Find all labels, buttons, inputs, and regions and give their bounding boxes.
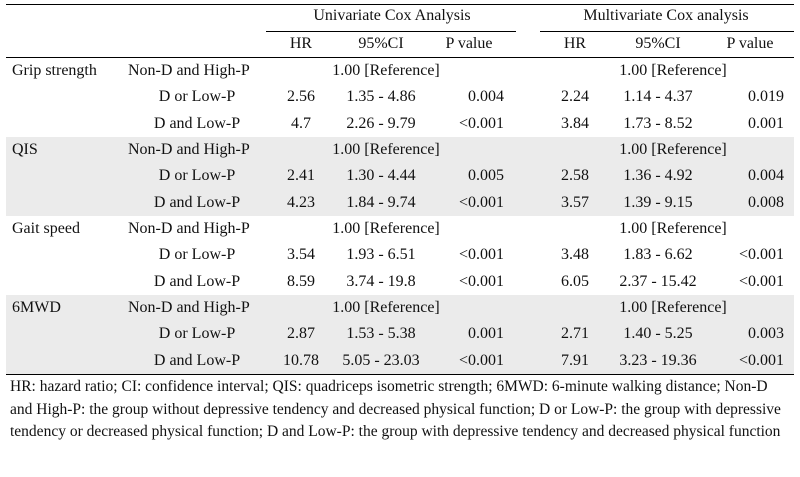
multi-hr-cell: 2.58 <box>561 167 589 184</box>
uni-p-cell: <0.001 <box>458 115 504 132</box>
group-label: Non-D and High-P <box>128 141 250 158</box>
group-label: D or Low-P <box>158 325 236 342</box>
multivariate-subrule <box>540 31 794 32</box>
group-label: Non-D and High-P <box>128 62 250 79</box>
col-header-uni-hr: HR <box>289 35 313 52</box>
uni-hr-cell: 4.23 <box>287 194 315 211</box>
uni-p-cell: <0.001 <box>458 194 504 211</box>
col-header-uni-ci: 95%CI <box>358 35 404 52</box>
uni-ci-cell: 1.84 - 9.74 <box>346 194 416 211</box>
group-label: D or Low-P <box>158 167 236 184</box>
uni-ci-cell: 1.30 - 4.44 <box>346 167 416 184</box>
uni-ci-cell: 1.35 - 4.86 <box>346 88 416 105</box>
shaded-band-6mwd <box>6 295 794 374</box>
group-label: D and Low-P <box>153 352 241 369</box>
multi-hr-cell: 3.57 <box>561 194 589 211</box>
col-header-multi-p: P value <box>726 35 774 52</box>
reference-cell-univariate: 1.00 [Reference] <box>332 220 440 237</box>
multi-p-cell: <0.001 <box>738 352 784 369</box>
multi-ci-cell: 1.39 - 9.15 <box>623 194 693 211</box>
multi-p-cell: 0.019 <box>748 88 784 105</box>
multi-ci-cell: 3.23 - 19.36 <box>619 352 697 369</box>
uni-hr-cell: 4.7 <box>291 115 311 132</box>
uni-ci-cell: 2.26 - 9.79 <box>346 115 416 132</box>
measure-name: Gait speed <box>12 220 80 237</box>
col-header-uni-p: P value <box>445 35 493 52</box>
multi-ci-cell: 1.83 - 6.62 <box>623 246 693 263</box>
reference-cell-univariate: 1.00 [Reference] <box>332 62 440 79</box>
uni-hr-cell: 2.56 <box>287 88 315 105</box>
table-top-rule <box>6 4 794 5</box>
uni-hr-cell: 10.78 <box>283 352 319 369</box>
measure-name: QIS <box>12 141 38 158</box>
group-label: D and Low-P <box>153 115 241 132</box>
multi-hr-cell: 2.24 <box>561 88 589 105</box>
uni-p-cell: 0.005 <box>468 167 504 184</box>
multi-ci-cell: 1.73 - 8.52 <box>623 115 693 132</box>
univariate-subrule <box>266 31 516 32</box>
multivariate-header: Multivariate Cox analysis <box>583 7 749 24</box>
multi-hr-cell: 3.48 <box>561 246 589 263</box>
reference-cell-univariate: 1.00 [Reference] <box>332 141 440 158</box>
group-label: D or Low-P <box>158 88 236 105</box>
group-label: D or Low-P <box>158 246 236 263</box>
multi-ci-cell: 1.36 - 4.92 <box>623 167 693 184</box>
multi-hr-cell: 7.91 <box>561 352 589 369</box>
multi-ci-cell: 2.37 - 15.42 <box>619 273 697 290</box>
reference-cell-multivariate: 1.00 [Reference] <box>619 62 727 79</box>
measure-name: 6MWD <box>12 299 61 316</box>
reference-cell-univariate: 1.00 [Reference] <box>332 299 440 316</box>
uni-ci-cell: 1.53 - 5.38 <box>346 325 416 342</box>
table-bottom-rule <box>6 374 794 375</box>
uni-ci-cell: 5.05 - 23.03 <box>342 352 420 369</box>
multi-hr-cell: 6.05 <box>561 273 589 290</box>
uni-hr-cell: 3.54 <box>287 246 315 263</box>
group-label: D and Low-P <box>153 194 241 211</box>
multi-p-cell: 0.003 <box>748 325 784 342</box>
table-footnote: HR: hazard ratio; CI: confidence interva… <box>10 378 781 440</box>
multi-p-cell: 0.008 <box>748 194 784 211</box>
multi-p-cell: 0.001 <box>748 115 784 132</box>
uni-hr-cell: 2.41 <box>287 167 315 184</box>
multi-ci-cell: 1.40 - 5.25 <box>623 325 693 342</box>
uni-ci-cell: 3.74 - 19.8 <box>346 273 416 290</box>
group-label: D and Low-P <box>153 273 241 290</box>
uni-p-cell: 0.001 <box>468 325 504 342</box>
uni-p-cell: <0.001 <box>458 246 504 263</box>
uni-p-cell: <0.001 <box>458 273 504 290</box>
reference-cell-multivariate: 1.00 [Reference] <box>619 141 727 158</box>
uni-hr-cell: 2.87 <box>287 325 315 342</box>
multi-hr-cell: 2.71 <box>561 325 589 342</box>
reference-cell-multivariate: 1.00 [Reference] <box>619 299 727 316</box>
uni-ci-cell: 1.93 - 6.51 <box>346 246 416 263</box>
col-header-multi-hr: HR <box>563 35 587 52</box>
multi-p-cell: <0.001 <box>738 273 784 290</box>
multi-p-cell: 0.004 <box>748 167 784 184</box>
measure-name: Grip strength <box>12 62 97 79</box>
uni-p-cell: <0.001 <box>458 352 504 369</box>
multi-p-cell: <0.001 <box>738 246 784 263</box>
multi-hr-cell: 3.84 <box>561 115 589 132</box>
reference-cell-multivariate: 1.00 [Reference] <box>619 220 727 237</box>
col-header-multi-ci: 95%CI <box>635 35 681 52</box>
group-label: Non-D and High-P <box>128 220 250 237</box>
univariate-header: Univariate Cox Analysis <box>313 7 471 24</box>
uni-hr-cell: 8.59 <box>287 273 315 290</box>
shaded-band-qis <box>6 137 794 216</box>
group-label: Non-D and High-P <box>128 299 250 316</box>
header-bottom-rule <box>6 57 794 58</box>
multi-ci-cell: 1.14 - 4.37 <box>623 88 693 105</box>
uni-p-cell: 0.004 <box>468 88 504 105</box>
